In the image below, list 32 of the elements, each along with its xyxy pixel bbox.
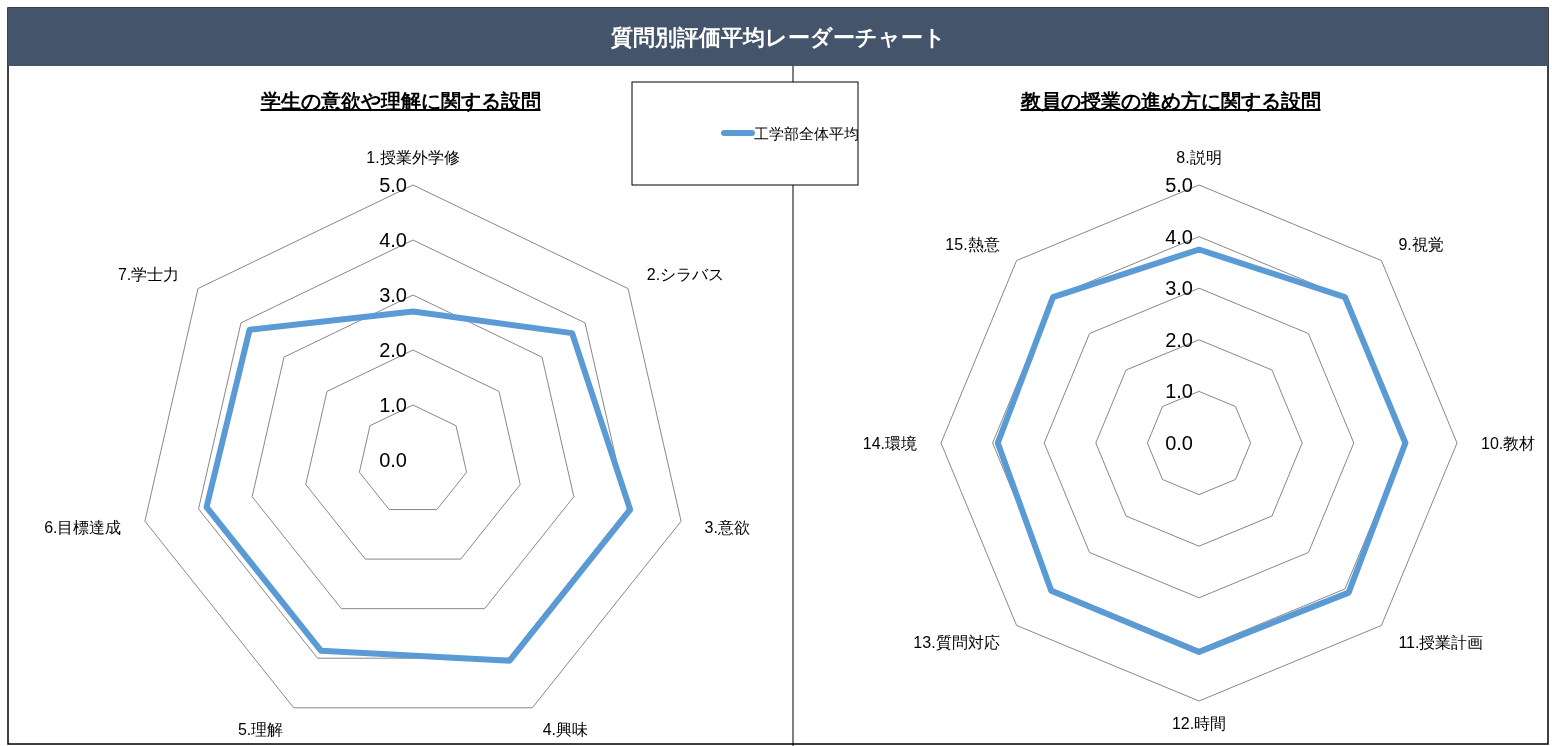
spoke-label: 1.授業外学修 — [366, 149, 460, 166]
spoke-label: 6.目標達成 — [44, 518, 122, 536]
spoke-label: 10.教材 — [1481, 435, 1536, 452]
legend: 工学部全体平均 — [631, 81, 859, 186]
y-tick-label: 2.0 — [379, 339, 407, 361]
spoke-label: 7.学士力 — [117, 265, 180, 283]
y-tick-label: 5.0 — [379, 174, 407, 196]
spoke-label: 2.シラバス — [646, 265, 725, 283]
spoke-label: 8.説明 — [1176, 149, 1222, 166]
y-tick-label: 3.0 — [1165, 277, 1193, 300]
spoke-label: 15.熱意 — [945, 235, 1000, 253]
y-tick-label: 0.0 — [1165, 432, 1193, 454]
chart-subtitle: 教員の授業の進め方に関する設問 — [1019, 90, 1321, 113]
y-tick-label: 0.0 — [379, 449, 407, 471]
spoke-label: 9.視覚 — [1398, 235, 1444, 253]
y-tick-label: 4.0 — [379, 229, 407, 251]
spoke-label: 4.興味 — [542, 721, 589, 739]
spoke-label: 14.環境 — [862, 435, 917, 452]
chart-subtitle: 学生の意欲や理解に関する設問 — [260, 90, 541, 113]
y-tick-label: 5.0 — [1165, 174, 1193, 196]
spoke-label: 12.時間 — [1171, 715, 1227, 732]
y-tick-label: 1.0 — [379, 394, 407, 416]
spoke-label: 13.質問対応 — [913, 634, 1000, 652]
spoke-label: 5.理解 — [237, 721, 284, 739]
y-tick-label: 3.0 — [379, 284, 407, 306]
spoke-label: 3.意欲 — [704, 518, 750, 536]
chart-title: 質問別評価平均レーダーチャート — [609, 25, 946, 50]
spoke-label: 11.授業計画 — [1398, 634, 1484, 652]
y-tick-label: 2.0 — [1165, 328, 1193, 351]
y-tick-label: 4.0 — [1165, 225, 1193, 248]
legend-label: 工学部全体平均 — [754, 125, 859, 142]
y-tick-label: 1.0 — [1165, 380, 1193, 403]
